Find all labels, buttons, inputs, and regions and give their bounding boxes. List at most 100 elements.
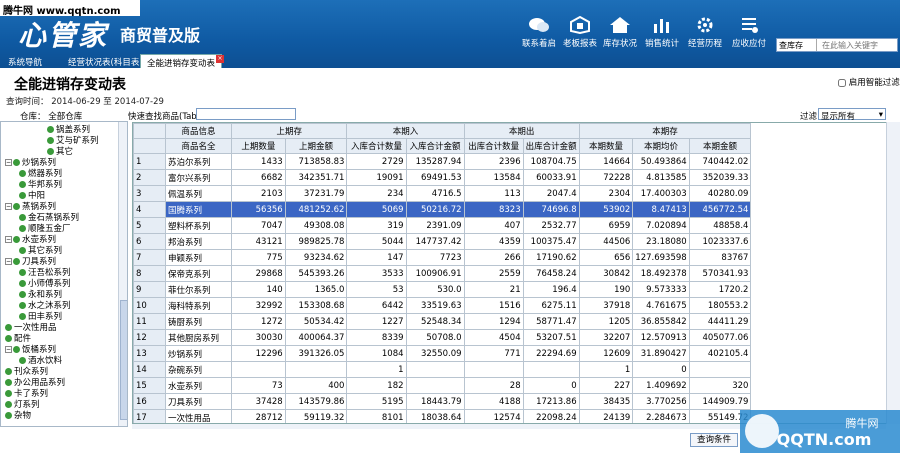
filter-select[interactable]: 显示所有 ▾ bbox=[818, 108, 886, 122]
tree-node[interactable]: 一次性用品 bbox=[5, 323, 57, 333]
tree-scroll-thumb[interactable] bbox=[120, 300, 127, 420]
table-cell: 4359 bbox=[463, 233, 524, 250]
tree-node[interactable]: 酒水饮料 bbox=[19, 356, 62, 366]
tab-close-icon[interactable]: × bbox=[216, 55, 224, 63]
toolbar-boss-report-button[interactable]: 老板报表 bbox=[558, 16, 602, 60]
column-header[interactable]: 商品名全 bbox=[165, 138, 232, 154]
tree-node[interactable]: 其它系列 bbox=[19, 246, 62, 256]
tree-scrollbar[interactable] bbox=[118, 122, 127, 426]
toolbar-contact-button[interactable]: 联系着启 bbox=[517, 16, 561, 60]
tree-node[interactable]: 灯系列 bbox=[5, 400, 40, 410]
grid-vertical-scrollbar[interactable] bbox=[886, 122, 900, 424]
tree-node[interactable]: 田丰系列 bbox=[19, 312, 62, 322]
row-number: 2 bbox=[133, 169, 166, 186]
tree-node[interactable]: 锅盖系列 bbox=[47, 125, 90, 135]
table-row[interactable]: 17 一次性用品 28712 59119.32 8101 18038.64 12574 220… bbox=[133, 409, 752, 423]
table-row[interactable]: 2 富尔兴系列 6682 342351.71 19091 69491.53 13584 600… bbox=[133, 169, 752, 186]
quick-query-input[interactable] bbox=[196, 108, 296, 120]
tree-node[interactable]: 办公用品系列 bbox=[5, 378, 65, 388]
table-row[interactable]: 1 苏泊尔系列 1433 713858.83 2729 135287.94 2396 1087… bbox=[133, 153, 752, 170]
tree-node[interactable]: 水之沐系列 bbox=[19, 301, 71, 311]
column-header[interactable]: 入库合计数量 bbox=[346, 138, 407, 154]
tree-node[interactable]: 燃器系列 bbox=[19, 169, 62, 179]
table-row[interactable]: 15 水壶系列 73 400 182 28 0 227 1.409692 320 bbox=[133, 377, 752, 394]
tree-node[interactable]: − 炒锅系列 bbox=[5, 158, 56, 168]
tree-node[interactable]: 永和系列 bbox=[19, 290, 62, 300]
tree-node-label: 永和系列 bbox=[28, 290, 63, 300]
toolbar-history-button[interactable]: 经营历程 bbox=[683, 16, 727, 60]
table-cell: 400064.37 bbox=[284, 329, 348, 346]
collapse-icon[interactable]: − bbox=[5, 203, 12, 210]
toolbar-receivable-button[interactable]: 应收应付 bbox=[727, 16, 771, 60]
column-header[interactable]: 上期金额 bbox=[284, 138, 348, 154]
collapse-icon[interactable]: − bbox=[5, 159, 12, 166]
column-header[interactable]: 本期数量 bbox=[578, 138, 634, 154]
tab-inventory-change[interactable]: 全能进销存变动表 bbox=[140, 54, 223, 69]
column-header[interactable]: 本期金额 bbox=[688, 138, 752, 154]
tree-node[interactable]: 刊众系列 bbox=[5, 367, 48, 377]
search-scope-select[interactable]: 查库存 bbox=[777, 39, 817, 51]
column-header[interactable]: 上期数量 bbox=[231, 138, 286, 154]
tree-node[interactable]: 中阳 bbox=[19, 191, 45, 201]
folder-icon bbox=[5, 412, 12, 419]
tab-navigation[interactable]: 系统导航 bbox=[8, 58, 43, 68]
grid-horizontal-scrollbar[interactable] bbox=[132, 424, 886, 429]
tree-node[interactable]: − 水壶系列 bbox=[5, 235, 56, 245]
tree-node[interactable]: 华邦系列 bbox=[19, 180, 62, 190]
search-input[interactable] bbox=[821, 39, 897, 51]
table-row[interactable]: 13 炒锅系列 12296 391326.05 1084 32550.09 771 22294… bbox=[133, 345, 752, 362]
table-cell: 1084 bbox=[346, 345, 407, 362]
table-row[interactable]: 7 申颖系列 775 93234.62 147 7723 266 17190.62 656 127… bbox=[133, 249, 752, 266]
toolbar-sales-button[interactable]: 销售统计 bbox=[640, 16, 684, 60]
table-cell: 7723 bbox=[405, 249, 465, 266]
tree-node[interactable]: − 刀具系列 bbox=[5, 257, 56, 267]
table-row[interactable]: 6 邦治系列 43121 989825.78 5044 147737.42 4359 1003… bbox=[133, 233, 752, 250]
tree-node[interactable]: − 蒸锅系列 bbox=[5, 202, 56, 212]
tree-node[interactable]: 汪吾松系列 bbox=[19, 268, 71, 278]
tree-node-label: 艾与矿系列 bbox=[56, 136, 99, 146]
query-conditions-button[interactable]: 查询条件 bbox=[690, 433, 738, 447]
tree-node[interactable]: 小师傅系列 bbox=[19, 279, 71, 289]
table-cell: 74696.8 bbox=[522, 201, 580, 218]
tree-node[interactable]: 顺隆五金厂 bbox=[19, 224, 71, 234]
toolbar-stock-button[interactable]: 库存状况 bbox=[598, 16, 642, 60]
table-row[interactable]: 11 铸厨系列 1272 50534.42 1227 52548.34 1294 58771.… bbox=[133, 313, 752, 330]
product-name-cell: 炒锅系列 bbox=[165, 345, 232, 362]
tab-business-status[interactable]: 经营状况表(科目表) bbox=[68, 58, 143, 68]
tree-node[interactable]: 卡了系列 bbox=[5, 389, 48, 399]
table-cell: 1365.0 bbox=[284, 281, 348, 298]
table-cell: 30030 bbox=[231, 329, 286, 346]
table-row[interactable]: 12 其他厨房系列 30030 400064.37 8339 50708.0 4504 532… bbox=[133, 329, 752, 346]
tree-node[interactable]: 杂物 bbox=[5, 411, 31, 421]
smart-filter-checkbox[interactable]: 启用智能过滤 bbox=[838, 76, 900, 88]
smart-filter-check[interactable] bbox=[838, 78, 846, 87]
collapse-icon[interactable]: − bbox=[5, 346, 12, 353]
column-header[interactable]: 入库合计金额 bbox=[405, 138, 465, 154]
table-row[interactable]: 9 菲仕尔系列 140 1365.0 53 530.0 21 196.4 190 9.573333… bbox=[133, 281, 752, 298]
table-row[interactable]: 3 佩温系列 2103 37231.79 234 4716.5 113 2047.4 2304 1… bbox=[133, 185, 752, 202]
table-cell: 7.020894 bbox=[632, 217, 690, 234]
column-header[interactable]: 本期均价 bbox=[632, 138, 690, 154]
table-cell: 12296 bbox=[231, 345, 286, 362]
table-row[interactable]: 4 国腾系列 56356 481252.62 5069 50216.72 8323 74696… bbox=[133, 201, 752, 218]
tree-node[interactable]: 配件 bbox=[5, 334, 31, 344]
column-header[interactable]: 出库合计金额 bbox=[522, 138, 580, 154]
product-name-cell: 菲仕尔系列 bbox=[165, 281, 232, 298]
table-row[interactable]: 8 保帝克系列 29868 545393.26 3533 100906.91 2559 764… bbox=[133, 265, 752, 282]
collapse-icon[interactable]: − bbox=[5, 236, 12, 243]
filter-label: 过滤 bbox=[800, 112, 818, 122]
tree-node[interactable]: 其它 bbox=[47, 147, 73, 157]
corner-cell bbox=[133, 123, 166, 139]
tree-node[interactable]: 金石蒸锅系列 bbox=[19, 213, 79, 223]
tree-node-label: 蒸锅系列 bbox=[22, 202, 57, 212]
table-row[interactable]: 14 杂碗系列 1 1 0 bbox=[133, 361, 752, 378]
tree-node[interactable]: − 饭桶系列 bbox=[5, 345, 56, 355]
table-cell: 6442 bbox=[346, 297, 407, 314]
tree-node[interactable]: 艾与矿系列 bbox=[47, 136, 99, 146]
column-header[interactable]: 出库合计数量 bbox=[463, 138, 524, 154]
table-cell: 740442.02 bbox=[688, 153, 752, 170]
table-row[interactable]: 16 刀具系列 37428 143579.86 5195 18443.79 4188 1721… bbox=[133, 393, 752, 410]
collapse-icon[interactable]: − bbox=[5, 258, 12, 265]
table-row[interactable]: 10 海科特系列 32992 153308.68 6442 33519.63 1516 627… bbox=[133, 297, 752, 314]
table-row[interactable]: 5 塑料杯系列 7047 49308.08 319 2391.09 407 2532.77 69… bbox=[133, 217, 752, 234]
